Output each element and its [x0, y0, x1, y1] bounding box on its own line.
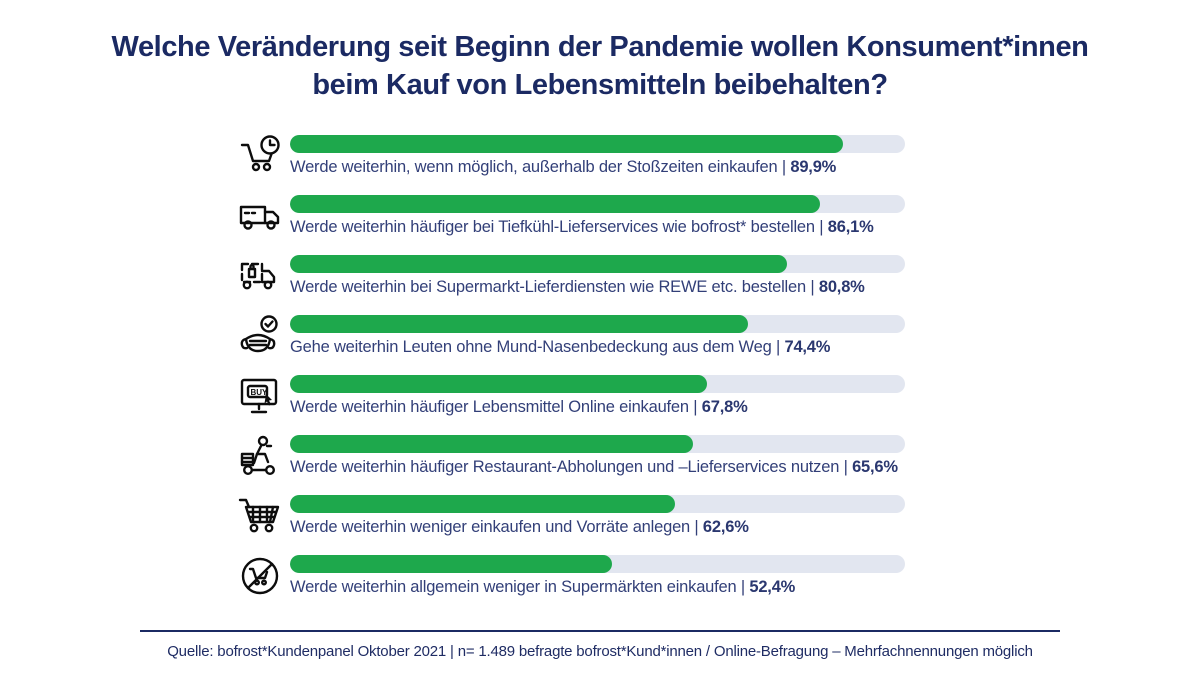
label-separator: | [740, 578, 745, 596]
bar-value: 62,6% [702, 518, 749, 536]
bar-fill [290, 435, 694, 453]
bar-label: Werde weiterhin, wenn möglich, außerhalb… [290, 158, 837, 176]
table-row: Werde weiterhin allgemein weniger in Sup… [236, 551, 905, 601]
table-row: Werde weiterhin bei Supermarkt-Lieferdie… [236, 251, 905, 301]
full-cart-icon [236, 492, 290, 540]
bar-fill [290, 135, 843, 153]
bar-label: Gehe weiterhin Leuten ohne Mund-Nasenbed… [290, 338, 831, 356]
source-note: Quelle: bofrost*Kundenpanel Oktober 2021… [167, 643, 1033, 660]
label-separator: | [775, 338, 781, 356]
delivery-scooter-icon [236, 432, 290, 480]
bar-fill [290, 315, 748, 333]
footer-divider [140, 630, 1060, 632]
table-row: Werde weiterhin häufiger bei Tiefkühl-Li… [236, 191, 905, 241]
bar-fill [290, 555, 613, 573]
bar-track [290, 255, 905, 273]
bar-track [290, 435, 905, 453]
title-line-2: beim Kauf von Lebensmitteln beibehalten? [312, 69, 888, 101]
label-separator: | [694, 518, 699, 536]
monitor-buy-icon: BUY [236, 372, 290, 420]
bar-track [290, 555, 905, 573]
table-row: Werde weiterhin häufiger Restaurant-Abho… [236, 431, 905, 481]
bar-track [290, 375, 905, 393]
bar-label: Werde weiterhin weniger einkaufen und Vo… [290, 518, 749, 536]
bar-label: Werde weiterhin allgemein weniger in Sup… [290, 578, 796, 596]
footer: Quelle: bofrost*Kundenpanel Oktober 2021… [0, 630, 1200, 660]
bar-label: Werde weiterhin häufiger Restaurant-Abho… [290, 458, 898, 476]
table-row: Werde weiterhin weniger einkaufen und Vo… [236, 491, 905, 541]
label-separator: | [693, 398, 698, 416]
bar-label: Werde weiterhin häufiger bei Tiefkühl-Li… [290, 218, 874, 236]
bar-label: Werde weiterhin bei Supermarkt-Lieferdie… [290, 278, 865, 296]
table-row: Werde weiterhin, wenn möglich, außerhalb… [236, 131, 905, 181]
bar-value: 86,1% [827, 218, 874, 236]
label-separator: | [843, 458, 848, 476]
bar-track [290, 315, 905, 333]
label-separator: | [781, 158, 786, 176]
bar-value: 80,8% [818, 278, 865, 296]
svg-text:BUY: BUY [251, 388, 269, 397]
bar-label: Werde weiterhin häufiger Lebensmittel On… [290, 398, 748, 416]
bar-track [290, 135, 905, 153]
bar-fill [290, 375, 707, 393]
cart-clock-icon [236, 132, 290, 180]
bar-value: 89,9% [790, 158, 837, 176]
label-separator: | [810, 278, 815, 296]
table-row: BUY Werde weiterhin häufiger Lebensmitte… [236, 371, 905, 421]
table-row: Gehe weiterhin Leuten ohne Mund-Nasenbed… [236, 311, 905, 361]
bar-fill [290, 195, 820, 213]
bar-value: 65,6% [852, 458, 898, 476]
bar-value: 67,8% [701, 398, 748, 416]
label-separator: | [819, 218, 824, 236]
bar-track [290, 495, 905, 513]
delivery-truck-bag-icon [236, 252, 290, 300]
no-cart-icon [236, 552, 290, 600]
title-line-1: Welche Veränderung seit Beginn der Pande… [111, 31, 1089, 63]
delivery-van-icon [236, 192, 290, 240]
face-mask-check-icon [236, 312, 290, 360]
bar-value: 52,4% [749, 578, 796, 596]
bar-fill [290, 495, 675, 513]
bar-fill [290, 255, 787, 273]
bar-value: 74,4% [784, 338, 831, 356]
page-title: Welche Veränderung seit Beginn der Pande… [0, 0, 1200, 104]
bar-track [290, 195, 905, 213]
bar-chart: Werde weiterhin, wenn möglich, außerhalb… [236, 131, 905, 611]
